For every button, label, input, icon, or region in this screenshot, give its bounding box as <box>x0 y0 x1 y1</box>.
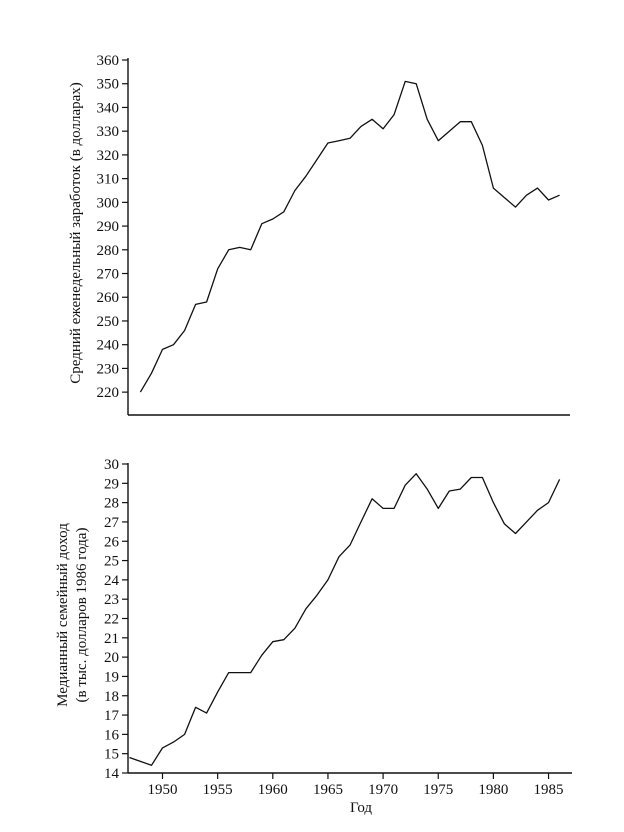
earnings-y-tick-label: 300 <box>97 195 120 211</box>
income-x-tick-label: 1950 <box>148 782 178 798</box>
income-y-tick-label: 26 <box>104 534 120 550</box>
income-y-tick-label: 15 <box>104 747 119 763</box>
earnings-y-tick-label: 330 <box>97 124 120 140</box>
earnings-y-tick-label: 280 <box>97 243 120 259</box>
income-x-tick-label: 1980 <box>478 782 508 798</box>
income-series-line <box>129 473 561 766</box>
earnings-chart-panel: 220 230 240 250 260 270 280 290 300 310 320 330 340 3… <box>68 53 570 416</box>
earnings-y-tick-label: 220 <box>97 385 120 401</box>
income-y-tick-label: 20 <box>104 650 119 666</box>
income-y-tick-label: 23 <box>104 592 119 608</box>
earnings-y-tick-label: 270 <box>97 267 120 283</box>
income-y-axis-title-line1: Медианный семейный доход <box>55 523 71 707</box>
income-y-tick-label: 17 <box>104 708 120 724</box>
earnings-y-tick-label: 310 <box>97 172 120 188</box>
income-x-ticks: 1950 1955 1960 1965 1970 1975 1980 1985 <box>148 773 564 798</box>
income-y-tick-label: 27 <box>104 515 120 531</box>
income-x-tick-label: 1970 <box>368 782 398 798</box>
earnings-series-line <box>139 80 560 393</box>
earnings-y-tick-label: 290 <box>97 219 120 235</box>
income-y-tick-label: 22 <box>104 612 119 628</box>
income-y-tick-label: 18 <box>104 689 119 705</box>
income-y-axis-title-line2: (в тыс. долларов 1986 года) <box>74 528 90 703</box>
earnings-y-tick-label: 230 <box>97 361 120 377</box>
income-y-tick-label: 25 <box>104 554 119 570</box>
income-y-ticks: 14 15 16 17 18 19 20 21 22 23 24 25 26 27 28 29 30 <box>104 457 128 782</box>
income-y-tick-label: 28 <box>104 496 119 512</box>
income-y-tick-label: 19 <box>104 669 119 685</box>
income-x-tick-label: 1965 <box>313 782 343 798</box>
earnings-y-tick-label: 260 <box>97 290 120 306</box>
earnings-y-tick-label: 240 <box>97 338 120 354</box>
earnings-y-tick-label: 350 <box>97 77 120 93</box>
income-y-tick-label: 21 <box>104 631 119 647</box>
earnings-y-tick-label: 320 <box>97 148 120 164</box>
income-x-tick-label: 1985 <box>534 782 564 798</box>
earnings-y-tick-label: 340 <box>97 100 120 116</box>
income-x-tick-label: 1975 <box>423 782 453 798</box>
income-y-tick-label: 29 <box>104 476 119 492</box>
income-y-tick-label: 24 <box>104 573 120 589</box>
earnings-y-tick-label: 360 <box>97 53 120 69</box>
income-y-tick-label: 30 <box>104 457 119 473</box>
income-y-tick-label: 14 <box>104 766 120 782</box>
income-x-tick-label: 1955 <box>203 782 233 798</box>
earnings-y-axis-title: Средний еженедельный заработок (в доллар… <box>68 82 84 384</box>
earnings-y-tick-label: 250 <box>97 314 120 330</box>
earnings-y-ticks: 220 230 240 250 260 270 280 290 300 310 320 330 340 3… <box>97 53 128 401</box>
income-y-tick-label: 16 <box>104 727 120 743</box>
x-axis-title: Год <box>350 800 372 816</box>
income-x-tick-label: 1960 <box>258 782 288 798</box>
